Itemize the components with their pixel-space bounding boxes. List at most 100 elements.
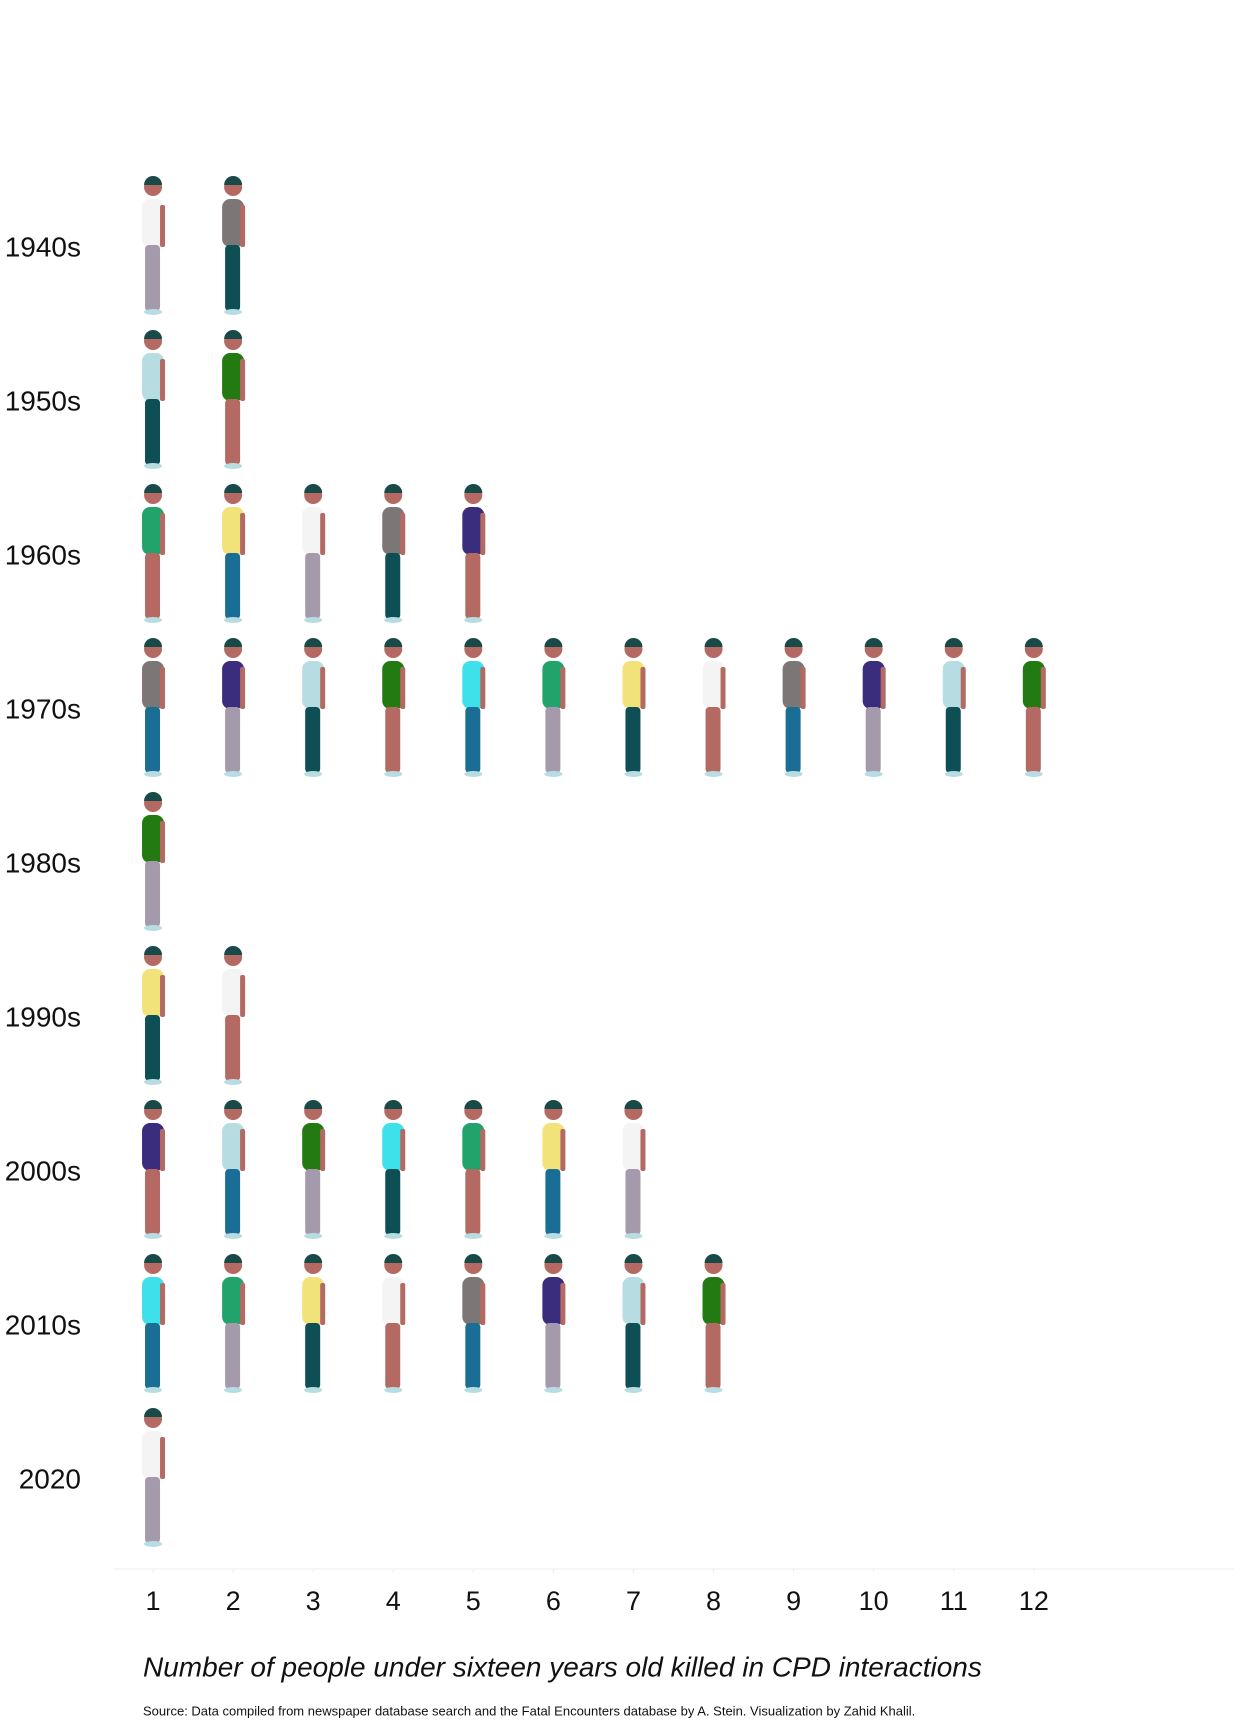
legs xyxy=(385,553,401,619)
hair xyxy=(624,1254,643,1263)
shoe xyxy=(464,617,483,623)
x-tick-label: 7 xyxy=(626,1586,641,1616)
arm xyxy=(240,359,246,401)
legs xyxy=(785,707,801,773)
arm xyxy=(720,1283,726,1325)
arm xyxy=(320,667,326,709)
shoe xyxy=(624,771,643,777)
hair xyxy=(144,484,163,493)
legs xyxy=(225,707,241,773)
legs xyxy=(145,553,161,619)
torso xyxy=(462,1123,485,1171)
row-label: 1990s xyxy=(5,1001,81,1032)
torso xyxy=(222,353,245,401)
arm xyxy=(160,513,166,555)
arm xyxy=(240,975,246,1017)
torso xyxy=(622,661,645,709)
torso xyxy=(462,507,485,555)
legs xyxy=(145,1169,161,1235)
x-tick-label: 2 xyxy=(226,1586,241,1616)
shoe xyxy=(224,1079,243,1085)
shoe xyxy=(544,1233,563,1239)
hair xyxy=(544,1100,563,1109)
row-label: 1940s xyxy=(5,231,81,262)
torso xyxy=(222,661,245,709)
x-tick-label: 1 xyxy=(146,1586,161,1616)
arm xyxy=(320,1129,326,1171)
shoe xyxy=(144,617,163,623)
shoe xyxy=(144,1233,163,1239)
pictogram-row xyxy=(142,792,166,931)
shoe xyxy=(464,771,483,777)
hair xyxy=(384,1254,403,1263)
torso xyxy=(142,1123,165,1171)
legs xyxy=(385,1323,401,1389)
arm xyxy=(400,1283,406,1325)
hair xyxy=(864,638,883,647)
legs xyxy=(1025,707,1041,773)
torso xyxy=(462,1277,485,1325)
shoe xyxy=(304,1233,323,1239)
shoe xyxy=(224,617,243,623)
arm xyxy=(640,1129,646,1171)
arm xyxy=(480,667,486,709)
arm xyxy=(240,513,246,555)
torso xyxy=(142,969,165,1017)
x-tick-label: 3 xyxy=(306,1586,321,1616)
torso xyxy=(142,1431,165,1479)
hair xyxy=(144,1254,163,1263)
arm xyxy=(560,667,566,709)
hair xyxy=(544,1254,563,1263)
row-label: 2020 xyxy=(19,1463,81,1494)
arm xyxy=(160,821,166,863)
row-label: 2000s xyxy=(5,1155,81,1186)
torso xyxy=(142,1277,165,1325)
arm xyxy=(400,667,406,709)
torso xyxy=(542,1123,565,1171)
torso xyxy=(702,661,725,709)
shoe xyxy=(304,771,323,777)
shoe xyxy=(624,1233,643,1239)
pictogram-row xyxy=(142,1408,166,1547)
shoe xyxy=(624,1387,643,1393)
torso xyxy=(1022,661,1045,709)
torso xyxy=(622,1277,645,1325)
arm xyxy=(240,667,246,709)
legs xyxy=(305,1169,321,1235)
legs xyxy=(385,1169,401,1235)
arm xyxy=(880,667,886,709)
legs xyxy=(545,1323,561,1389)
shoe xyxy=(224,771,243,777)
hair xyxy=(384,638,403,647)
torso xyxy=(382,1123,405,1171)
hair xyxy=(304,1254,323,1263)
legs xyxy=(145,1323,161,1389)
hair xyxy=(224,1254,243,1263)
shoe xyxy=(144,1079,163,1085)
shoe xyxy=(464,1387,483,1393)
arm xyxy=(640,1283,646,1325)
hair xyxy=(144,792,163,801)
legs xyxy=(225,553,241,619)
torso xyxy=(782,661,805,709)
legs xyxy=(145,245,161,311)
pictogram-row xyxy=(142,946,246,1085)
shoe xyxy=(704,1387,723,1393)
shoe xyxy=(864,771,883,777)
row-label: 1980s xyxy=(5,847,81,878)
torso xyxy=(462,661,485,709)
legs xyxy=(625,707,641,773)
shoe xyxy=(384,771,403,777)
hair xyxy=(464,1254,483,1263)
shoe xyxy=(784,771,803,777)
legs xyxy=(545,707,561,773)
shoe xyxy=(304,1387,323,1393)
hair xyxy=(224,946,243,955)
legs xyxy=(465,707,481,773)
shoe xyxy=(144,925,163,931)
hair xyxy=(304,638,323,647)
hair xyxy=(224,484,243,493)
torso xyxy=(862,661,885,709)
shoe xyxy=(224,309,243,315)
